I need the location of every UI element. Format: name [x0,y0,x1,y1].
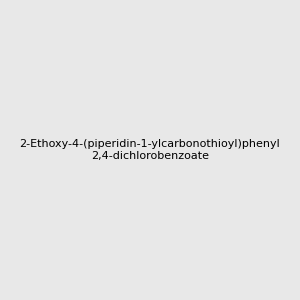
Text: 2-Ethoxy-4-(piperidin-1-ylcarbonothioyl)phenyl
2,4-dichlorobenzoate: 2-Ethoxy-4-(piperidin-1-ylcarbonothioyl)… [20,139,281,161]
